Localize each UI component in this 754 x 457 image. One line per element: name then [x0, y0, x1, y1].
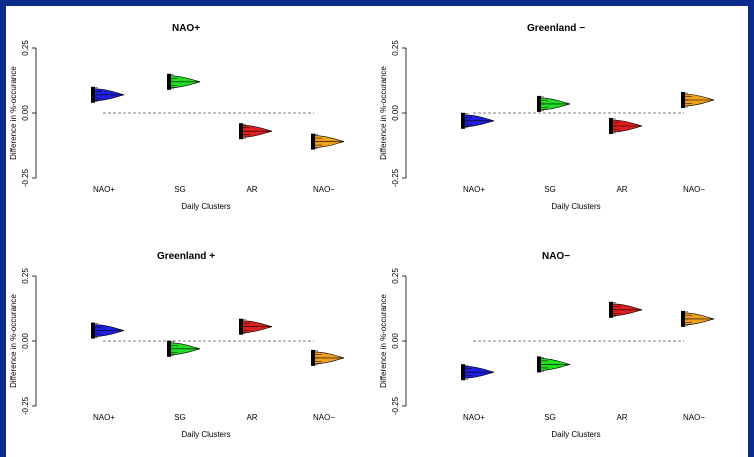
- x-axis-label: Daily Clusters: [551, 202, 600, 211]
- chart-title: Greenland +: [157, 251, 215, 262]
- chart-title: NAO−: [542, 251, 570, 262]
- x-tick-label: NAO+: [93, 185, 115, 194]
- x-tick-label: NAO+: [93, 413, 115, 422]
- y-tick-label: -0.25: [21, 396, 30, 415]
- y-tick-label: 0.25: [391, 268, 400, 284]
- x-tick-label: AR: [616, 413, 627, 422]
- x-axis-label: Daily Clusters: [551, 430, 600, 439]
- y-axis-label: Difference in %-occurance: [9, 294, 18, 388]
- x-tick-label: SG: [174, 413, 186, 422]
- chart-title: NAO+: [172, 23, 200, 34]
- x-tick-label: SG: [544, 413, 556, 422]
- violin-3: [311, 349, 345, 366]
- violin-2: [609, 301, 643, 318]
- violin-1: [167, 73, 201, 90]
- x-tick-label: SG: [174, 185, 186, 194]
- violin-3: [681, 310, 715, 327]
- violin-3: [311, 133, 345, 150]
- y-tick-label: -0.25: [391, 396, 400, 415]
- y-tick-label: -0.25: [21, 168, 30, 187]
- violin-0: [461, 364, 495, 381]
- y-tick-label: 0.00: [21, 105, 30, 121]
- y-tick-label: -0.25: [391, 168, 400, 187]
- violin-1: [537, 356, 571, 373]
- x-tick-label: AR: [616, 185, 627, 194]
- x-tick-label: SG: [544, 185, 556, 194]
- y-axis-label: Difference in %-occurance: [9, 66, 18, 160]
- x-tick-label: NAO−: [683, 185, 705, 194]
- x-tick-label: AR: [246, 185, 257, 194]
- x-axis-label: Daily Clusters: [181, 202, 230, 211]
- x-tick-label: NAO−: [313, 413, 335, 422]
- y-tick-label: 0.25: [21, 268, 30, 284]
- x-tick-label: NAO+: [463, 185, 485, 194]
- x-tick-label: NAO−: [683, 413, 705, 422]
- x-tick-label: NAO−: [313, 185, 335, 194]
- chart-title: Greenland −: [527, 23, 585, 34]
- violin-3: [681, 92, 715, 108]
- y-tick-label: 0.00: [21, 333, 30, 349]
- figure: NAO+ -0.25 0.00 0.25 Difference in %-occuran…: [9, 23, 715, 439]
- y-tick-label: 0.00: [391, 333, 400, 349]
- figure-frame: NAO+ -0.25 0.00 0.25 Difference in %-occuran…: [6, 6, 748, 457]
- chart-panel-1: Greenland − -0.25 0.00 0.25 Difference in %-…: [379, 23, 715, 211]
- y-tick-label: 0.00: [391, 105, 400, 121]
- x-tick-label: NAO+: [463, 413, 485, 422]
- violin-0: [91, 86, 125, 103]
- violin-0: [461, 112, 495, 129]
- chart-panel-0: NAO+ -0.25 0.00 0.25 Difference in %-occuran…: [9, 23, 345, 211]
- violin-1: [537, 95, 571, 112]
- violin-2: [239, 318, 273, 335]
- violin-2: [609, 118, 643, 134]
- x-tick-label: AR: [246, 413, 257, 422]
- y-axis-label: Difference in %-occurance: [379, 66, 388, 160]
- chart-panel-3: NAO− -0.25 0.00 0.25 Difference in %-occuran…: [379, 251, 715, 439]
- violin-1: [167, 340, 201, 357]
- y-tick-label: 0.25: [391, 40, 400, 56]
- violin-0: [91, 322, 125, 339]
- y-axis-label: Difference in %-occurance: [379, 294, 388, 388]
- violin-2: [239, 123, 273, 140]
- chart-panel-2: Greenland + -0.25 0.00 0.25 Difference in %-…: [9, 251, 345, 439]
- x-axis-label: Daily Clusters: [181, 430, 230, 439]
- y-tick-label: 0.25: [21, 40, 30, 56]
